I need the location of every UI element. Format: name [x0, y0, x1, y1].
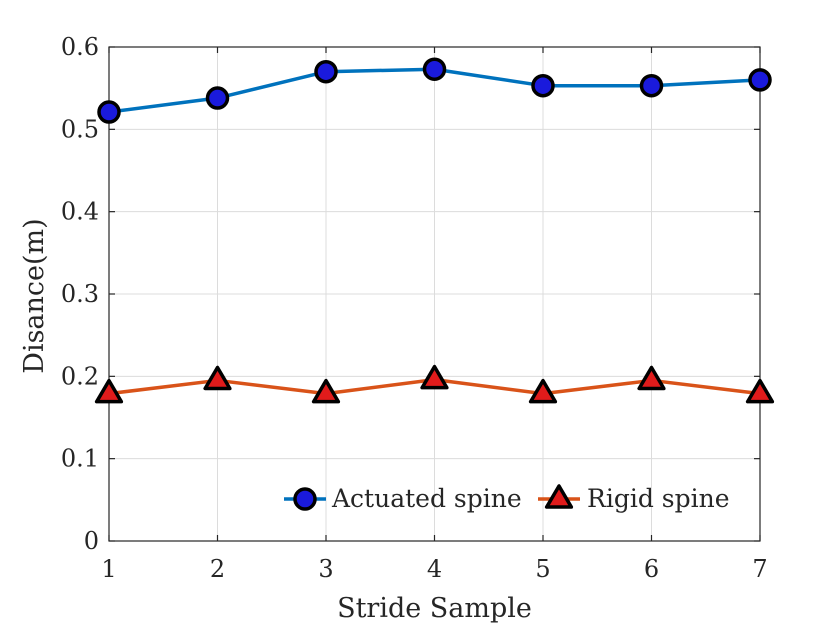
data-point-actuated-spine	[639, 73, 664, 98]
data-point-rigid-spine	[203, 365, 232, 391]
data-point-rigid-spine	[745, 378, 775, 404]
y-axis-ticks: 0 0.1 0.2 0.3 0.4 0.5 0.6	[61, 33, 760, 555]
series-rigid-spine	[94, 364, 775, 404]
data-point-actuated-spine	[314, 59, 338, 84]
legend-item-rigid-spine: Rigid spine	[538, 484, 730, 513]
x-axis-label: Stride Sample	[337, 593, 532, 624]
data-point-rigid-spine	[420, 364, 449, 390]
x-tick-label: 5	[535, 555, 550, 583]
y-tick-label: 0	[84, 527, 99, 555]
legend-item-actuated-spine: Actuated spine	[284, 484, 522, 513]
data-point-rigid-spine	[94, 378, 124, 404]
data-point-actuated-spine	[97, 100, 121, 124]
series-layer	[94, 57, 775, 404]
y-tick-label: 0.4	[61, 198, 99, 226]
data-point-rigid-spine	[311, 378, 341, 404]
series-actuated-spine	[97, 57, 772, 124]
x-axis-ticks: 1 2 3 4 5 6 7	[101, 47, 768, 583]
y-axis-label: Disance(m)	[19, 218, 50, 373]
data-point-actuated-spine	[422, 57, 447, 81]
y-tick-label: 0.3	[61, 280, 99, 308]
y-tick-label: 0.1	[61, 445, 99, 473]
grid	[109, 46, 761, 541]
x-tick-label: 3	[318, 555, 333, 583]
legend-label-actuated-spine: Actuated spine	[331, 484, 522, 513]
data-point-rigid-spine	[637, 365, 666, 391]
y-tick-label: 0.5	[61, 115, 99, 143]
x-tick-label: 1	[101, 555, 116, 583]
legend-marker-actuated-spine	[293, 487, 317, 511]
data-point-actuated-spine	[748, 68, 772, 92]
data-point-actuated-spine	[205, 86, 230, 110]
x-tick-label: 4	[427, 555, 442, 583]
data-point-actuated-spine	[531, 73, 555, 98]
y-tick-label: 0.2	[61, 362, 99, 390]
y-tick-label: 0.6	[61, 33, 99, 61]
legend-marker-rigid-spine	[544, 484, 574, 509]
x-tick-label: 7	[752, 555, 767, 583]
x-tick-label: 2	[210, 555, 225, 583]
x-tick-label: 6	[644, 555, 659, 583]
legend-label-rigid-spine: Rigid spine	[587, 484, 730, 513]
legend: Actuated spine Rigid spine	[284, 484, 730, 513]
data-point-rigid-spine	[528, 378, 558, 404]
